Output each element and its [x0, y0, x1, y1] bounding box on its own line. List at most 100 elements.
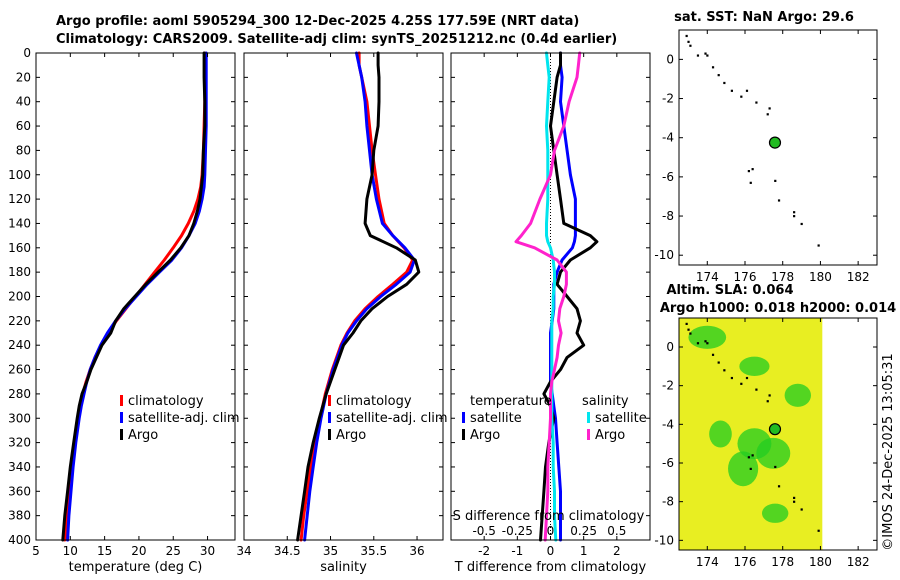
salinity-legend-swatch: [328, 395, 331, 406]
sla-map-title-line1: Altim. SLA: 0.064: [666, 283, 794, 298]
sla-field-patch: [709, 420, 732, 448]
x-tick-label: 15: [97, 544, 112, 558]
argo-float-marker: [768, 136, 782, 149]
sla-field-patch: [688, 325, 727, 349]
depth-tick-label: 240: [8, 338, 31, 352]
map-x-tick-label: 180: [809, 270, 832, 284]
depth-tick-label: 360: [8, 484, 31, 498]
sla-map-title-line2: Argo h1000: 0.018 h2000: 0.014: [659, 301, 897, 316]
panel-frame: [243, 52, 444, 541]
island-point: [711, 66, 715, 69]
map-y-tick-label: 0: [666, 52, 674, 66]
map-frame: [678, 317, 878, 551]
x-tick-label: 35: [323, 544, 338, 558]
map-x-tick-label: 176: [734, 270, 757, 284]
island-point: [740, 382, 743, 385]
s-tick-label: 0.25: [570, 524, 597, 538]
map-y-tick-label: -4: [662, 131, 674, 145]
map-y-tick-label: -10: [654, 533, 674, 547]
island-point: [711, 353, 715, 356]
sla-field-patch: [739, 356, 770, 377]
depth-tick-label: 40: [16, 95, 31, 109]
x-tick-label: 0: [547, 544, 555, 558]
island-point: [685, 34, 688, 38]
island-point: [689, 44, 692, 47]
map-x-tick-label: 180: [809, 555, 832, 569]
x-tick-label: 35.5: [360, 544, 387, 558]
map-y-tick-label: -2: [662, 379, 674, 393]
depth-tick-label: 220: [8, 314, 31, 328]
island-point: [749, 467, 752, 470]
depth-tick-label: 0: [23, 46, 31, 60]
s-tick-label: 0: [547, 524, 555, 538]
island-point: [747, 456, 750, 459]
depth-tick-label: 100: [8, 168, 31, 182]
island-point: [717, 361, 720, 364]
diff-legend-label: satellite: [470, 411, 522, 426]
map-x-tick-label: 174: [696, 270, 719, 284]
diff-legend-swatch: [462, 412, 465, 423]
temperature-legend-swatch: [120, 429, 123, 440]
temperature-legend-label: Argo: [128, 428, 158, 443]
diff-legend-header-salinity: salinity: [582, 394, 629, 409]
island-point: [745, 89, 749, 92]
salinity-legend-swatch: [328, 429, 331, 440]
diff-legend-label: Argo: [595, 428, 625, 443]
island-point: [723, 369, 726, 372]
depth-tick-label: 140: [8, 216, 31, 230]
island-point: [687, 40, 690, 43]
diff-legend-swatch: [462, 429, 465, 440]
depth-tick-label: 20: [16, 70, 31, 84]
x-axis-label: T difference from climatology: [454, 560, 647, 575]
s-tick-label: -0.5: [472, 524, 495, 538]
depth-tick-label: 320: [8, 436, 31, 450]
imos-timestamp: ©IMOS 24-Dec-2025 13:05:31: [881, 353, 896, 550]
island-point: [766, 400, 769, 403]
x-tick-label: 2: [613, 544, 621, 558]
depth-tick-label: 280: [8, 387, 31, 401]
map-y-tick-label: -6: [662, 170, 674, 184]
map-y-tick-label: -4: [662, 417, 674, 431]
map-y-tick-label: -8: [662, 209, 674, 223]
s-tick-label: 0.5: [607, 524, 626, 538]
depth-tick-label: 160: [8, 241, 31, 255]
salinity-legend-label: Argo: [336, 428, 366, 443]
island-point: [793, 215, 796, 218]
x-tick-label: 36: [409, 544, 424, 558]
figure-title-line1: Argo profile: aoml 5905294_300 12-Dec-20…: [56, 14, 580, 29]
depth-tick-label: 400: [8, 533, 31, 547]
island-point: [817, 244, 820, 247]
island-point: [751, 454, 754, 457]
depth-tick-label: 80: [16, 143, 31, 157]
island-point: [696, 342, 700, 345]
diff-legend-label: satellite: [595, 411, 647, 426]
island-point: [717, 74, 720, 77]
depth-tick-label: 380: [8, 509, 31, 523]
island-point: [749, 181, 752, 184]
diff-legend-swatch: [587, 429, 590, 440]
depth-tick-label: 180: [8, 265, 31, 279]
figure-title-line2: Climatology: CARS2009. Satellite-adj cli…: [56, 32, 618, 47]
island-point: [730, 89, 733, 92]
map-y-tick-label: -6: [662, 456, 674, 470]
salinity-legend-swatch: [328, 412, 331, 423]
island-point: [755, 388, 758, 391]
island-point: [704, 52, 707, 55]
island-point: [774, 179, 777, 182]
island-point: [793, 496, 796, 499]
island-point: [774, 465, 777, 469]
x-tick-label: -1: [511, 544, 523, 558]
x-tick-label: 5: [32, 544, 40, 558]
map-x-tick-label: 178: [771, 270, 794, 284]
x-tick-label: 20: [131, 544, 146, 558]
island-point: [704, 340, 707, 343]
sst-map-title: sat. SST: NaN Argo: 29.6: [674, 10, 854, 25]
series-line-salinity-argo: [514, 51, 582, 542]
x-tick-label: 1: [580, 544, 588, 558]
map-frame: [678, 29, 878, 266]
map-x-tick-label: 178: [771, 555, 794, 569]
island-point: [706, 54, 709, 57]
diff-legend-swatch: [587, 412, 590, 423]
island-point: [766, 113, 769, 116]
temperature-legend-swatch: [120, 412, 123, 423]
